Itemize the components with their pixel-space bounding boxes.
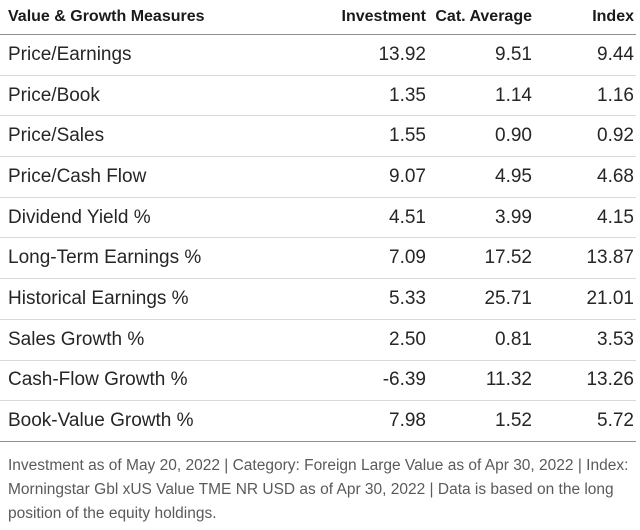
category-average-value: 0.90 [426, 115, 532, 158]
measure-name: Price/Earnings [0, 34, 300, 76]
table-row: Long-Term Earnings % 7.09 17.52 13.87 [0, 237, 636, 280]
measure-name: Price/Sales [0, 115, 300, 158]
measure-name: Sales Growth % [0, 319, 300, 361]
table-row: Dividend Yield % 4.51 3.99 4.15 [0, 197, 636, 239]
table-row: Price/Book 1.35 1.14 1.16 [0, 75, 636, 117]
category-average-value: 11.32 [426, 360, 532, 402]
index-value: 4.68 [532, 156, 636, 198]
category-average-value: 0.81 [426, 319, 532, 361]
investment-value: -6.39 [300, 360, 426, 402]
category-average-value: 3.99 [426, 197, 532, 239]
index-value: 21.01 [532, 278, 636, 320]
measure-name: Book-Value Growth % [0, 400, 300, 442]
index-value: 9.44 [532, 34, 636, 76]
index-value: 0.92 [532, 115, 636, 158]
column-header-measure: Value & Growth Measures [0, 0, 300, 35]
investment-value: 2.50 [300, 319, 426, 361]
table-row: Book-Value Growth % 7.98 1.52 5.72 [0, 400, 636, 442]
investment-value: 1.55 [300, 115, 426, 158]
index-value: 4.15 [532, 197, 636, 239]
investment-value: 13.92 [300, 34, 426, 76]
measure-name: Cash-Flow Growth % [0, 360, 300, 402]
table-row: Historical Earnings % 5.33 25.71 21.01 [0, 278, 636, 320]
investment-value: 7.98 [300, 400, 426, 442]
category-average-value: 1.14 [426, 75, 532, 117]
category-average-value: 1.52 [426, 400, 532, 442]
category-average-value: 4.95 [426, 156, 532, 198]
column-header-category-average: Cat. Average [426, 0, 532, 35]
category-average-value: 9.51 [426, 34, 532, 76]
index-value: 1.16 [532, 75, 636, 117]
index-value: 13.26 [532, 360, 636, 402]
table-row: Sales Growth % 2.50 0.81 3.53 [0, 319, 636, 361]
investment-value: 7.09 [300, 237, 426, 280]
table-row: Price/Earnings 13.92 9.51 9.44 [0, 34, 636, 76]
measure-name: Price/Book [0, 75, 300, 117]
data-footnote: Investment as of May 20, 2022 | Category… [8, 457, 629, 522]
column-header-index: Index [532, 0, 636, 35]
table-row: Price/Sales 1.55 0.90 0.92 [0, 115, 636, 158]
investment-value: 4.51 [300, 197, 426, 239]
category-average-value: 17.52 [426, 237, 532, 280]
measure-name: Price/Cash Flow [0, 156, 300, 198]
category-average-value: 25.71 [426, 278, 532, 320]
investment-value: 9.07 [300, 156, 426, 198]
measure-name: Historical Earnings % [0, 278, 300, 320]
investment-value: 5.33 [300, 278, 426, 320]
measure-name: Dividend Yield % [0, 197, 300, 239]
table-row: Cash-Flow Growth % -6.39 11.32 13.26 [0, 360, 636, 402]
index-value: 3.53 [532, 319, 636, 361]
column-header-investment: Investment [300, 0, 426, 35]
value-growth-table: Value & Growth Measures Investment Cat. … [0, 0, 636, 442]
index-value: 13.87 [532, 237, 636, 280]
table-row: Price/Cash Flow 9.07 4.95 4.68 [0, 156, 636, 198]
table-header-row: Value & Growth Measures Investment Cat. … [0, 0, 636, 35]
investment-value: 1.35 [300, 75, 426, 117]
index-value: 5.72 [532, 400, 636, 442]
measure-name: Long-Term Earnings % [0, 237, 300, 280]
